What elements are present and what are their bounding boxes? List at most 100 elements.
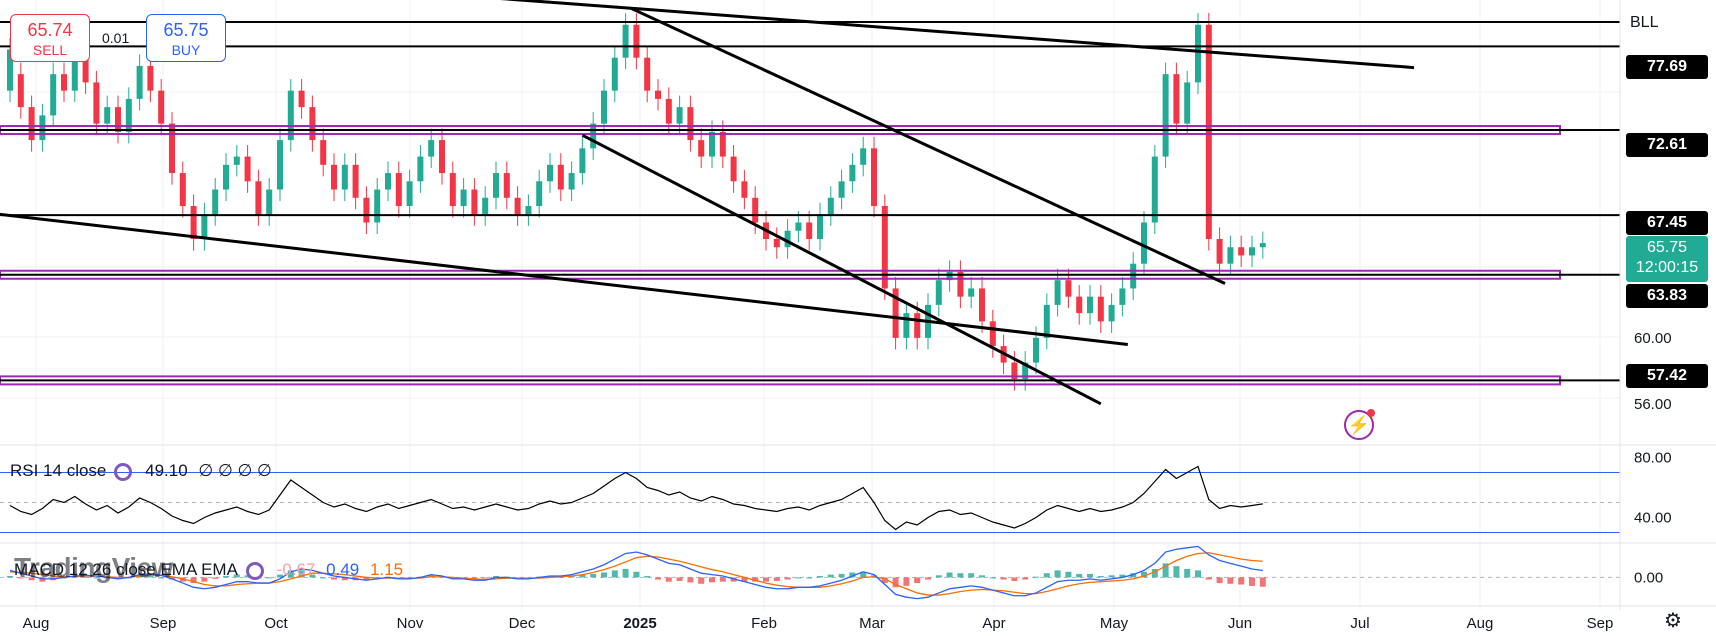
- tradingview-watermark: TradingView: [14, 552, 173, 583]
- rsi-extra: ∅ ∅ ∅ ∅: [198, 461, 272, 480]
- macd-histogram-bar: [331, 577, 337, 580]
- candle-body: [7, 49, 13, 91]
- candle-body: [773, 238, 780, 248]
- candle-body: [17, 74, 24, 108]
- candle-body: [147, 65, 154, 91]
- macd-histogram-bar: [795, 577, 802, 579]
- candle-body: [201, 214, 208, 239]
- candle-body: [1022, 362, 1029, 380]
- time-tick-label: Oct: [264, 615, 288, 632]
- candle-body: [1119, 288, 1126, 305]
- macd-histogram-bar: [860, 571, 867, 578]
- macd-histogram-bar: [1033, 576, 1039, 578]
- macd-histogram-bar: [763, 577, 769, 582]
- time-tick-label: Jun: [1228, 615, 1252, 632]
- macd-histogram-bar: [1141, 571, 1147, 578]
- candle-body: [860, 148, 867, 165]
- candle-body: [881, 206, 888, 289]
- candle-body: [503, 173, 510, 198]
- price-tag-level-1: 77.69: [1626, 55, 1708, 79]
- settings-icon[interactable]: [245, 561, 264, 580]
- candle-body: [169, 123, 175, 174]
- macd-histogram-bar: [1173, 566, 1180, 578]
- candle-body: [1087, 296, 1093, 314]
- sell-button[interactable]: 65.74 SELL: [10, 14, 90, 62]
- candle-body: [968, 288, 975, 297]
- candle-body: [331, 164, 337, 190]
- macd-histogram-bar: [1022, 577, 1029, 580]
- candle-body: [309, 107, 316, 141]
- candle-body: [741, 181, 748, 198]
- gridlines: [0, 0, 1620, 610]
- macd-histogram-bar: [1000, 577, 1007, 580]
- macd-histogram-bar: [687, 577, 694, 583]
- candle-body: [914, 313, 921, 338]
- candle-body: [179, 173, 186, 207]
- macd-histogram-bar: [115, 577, 121, 579]
- macd-value-3: 1.15: [369, 560, 404, 579]
- macd-histogram-bar: [277, 574, 283, 578]
- lightning-icon[interactable]: ⚡: [1344, 409, 1375, 440]
- candle-body: [752, 197, 759, 223]
- macd-histogram-bar: [1076, 573, 1083, 578]
- macd-histogram-bar: [1011, 577, 1018, 581]
- candle-body: [212, 189, 219, 215]
- rsi-legend[interactable]: RSI 14 close 49.10 ∅ ∅ ∅ ∅: [10, 461, 272, 481]
- bar-countdown: 12:00:15: [1635, 259, 1699, 276]
- macd-histogram-bar: [1249, 577, 1255, 586]
- price-tick-label: 60.00: [1634, 330, 1672, 347]
- notification-dot: [1367, 409, 1375, 417]
- candle-body: [428, 140, 435, 157]
- candle-body: [644, 57, 651, 91]
- symbol-label: BLL: [1630, 14, 1659, 31]
- macd-histogram-bar: [1054, 570, 1061, 578]
- candle-body: [838, 181, 845, 198]
- candle-body: [320, 140, 327, 165]
- trendline: [630, 6, 1226, 285]
- macd-histogram-bar: [1097, 576, 1104, 578]
- macd-histogram-bar: [925, 577, 931, 580]
- macd-histogram-bar: [892, 577, 899, 588]
- macd-histogram-bar: [320, 577, 327, 579]
- candle-body: [687, 107, 694, 141]
- macd-histogram-bar: [568, 576, 575, 578]
- candle-body: [1151, 156, 1158, 223]
- macd-histogram-bar: [7, 576, 13, 578]
- candle-body: [298, 90, 305, 108]
- macd-value-1: -0.67: [276, 560, 316, 579]
- macd-histogram-bar: [730, 577, 737, 582]
- candle-body: [104, 107, 111, 124]
- trendline: [0, 212, 1128, 346]
- price-tag-last: 65.75 12:00:15: [1626, 236, 1708, 282]
- rsi-title: RSI 14 close: [10, 461, 107, 480]
- candle-body: [417, 156, 424, 182]
- candle-body: [579, 148, 586, 174]
- candle-body: [730, 156, 737, 182]
- gear-icon[interactable]: ⚙: [1664, 610, 1682, 632]
- candle-body: [514, 197, 521, 215]
- macd-histogram-bar: [1043, 573, 1050, 578]
- macd-histogram-bar: [622, 568, 629, 578]
- macd-histogram-bar: [363, 577, 370, 581]
- price-tag-level-4: 63.83: [1626, 284, 1708, 308]
- macd-histogram-bar: [849, 572, 856, 578]
- candle-body: [1043, 304, 1050, 338]
- price-tag-level-5: 57.42: [1626, 364, 1708, 388]
- candle-body: [827, 197, 834, 215]
- candle-body: [439, 140, 445, 174]
- candle-body: [1249, 247, 1255, 256]
- macd-histogram-bar: [158, 577, 165, 579]
- settings-icon[interactable]: [114, 462, 133, 481]
- trendline: [581, 133, 1102, 406]
- macd-histogram-bar: [233, 574, 240, 578]
- candle-body: [39, 115, 46, 141]
- macd-histogram-bar: [201, 577, 208, 582]
- candle-body: [158, 90, 165, 124]
- candle-body: [341, 164, 348, 190]
- candle-body: [849, 164, 856, 182]
- macd-histogram-bar: [752, 577, 759, 582]
- macd-legend[interactable]: MACD 12 26 close EMA EMA -0.67 0.49 1.15: [14, 560, 403, 580]
- buy-button[interactable]: 65.75 BUY: [146, 14, 226, 62]
- candle-body: [82, 57, 89, 83]
